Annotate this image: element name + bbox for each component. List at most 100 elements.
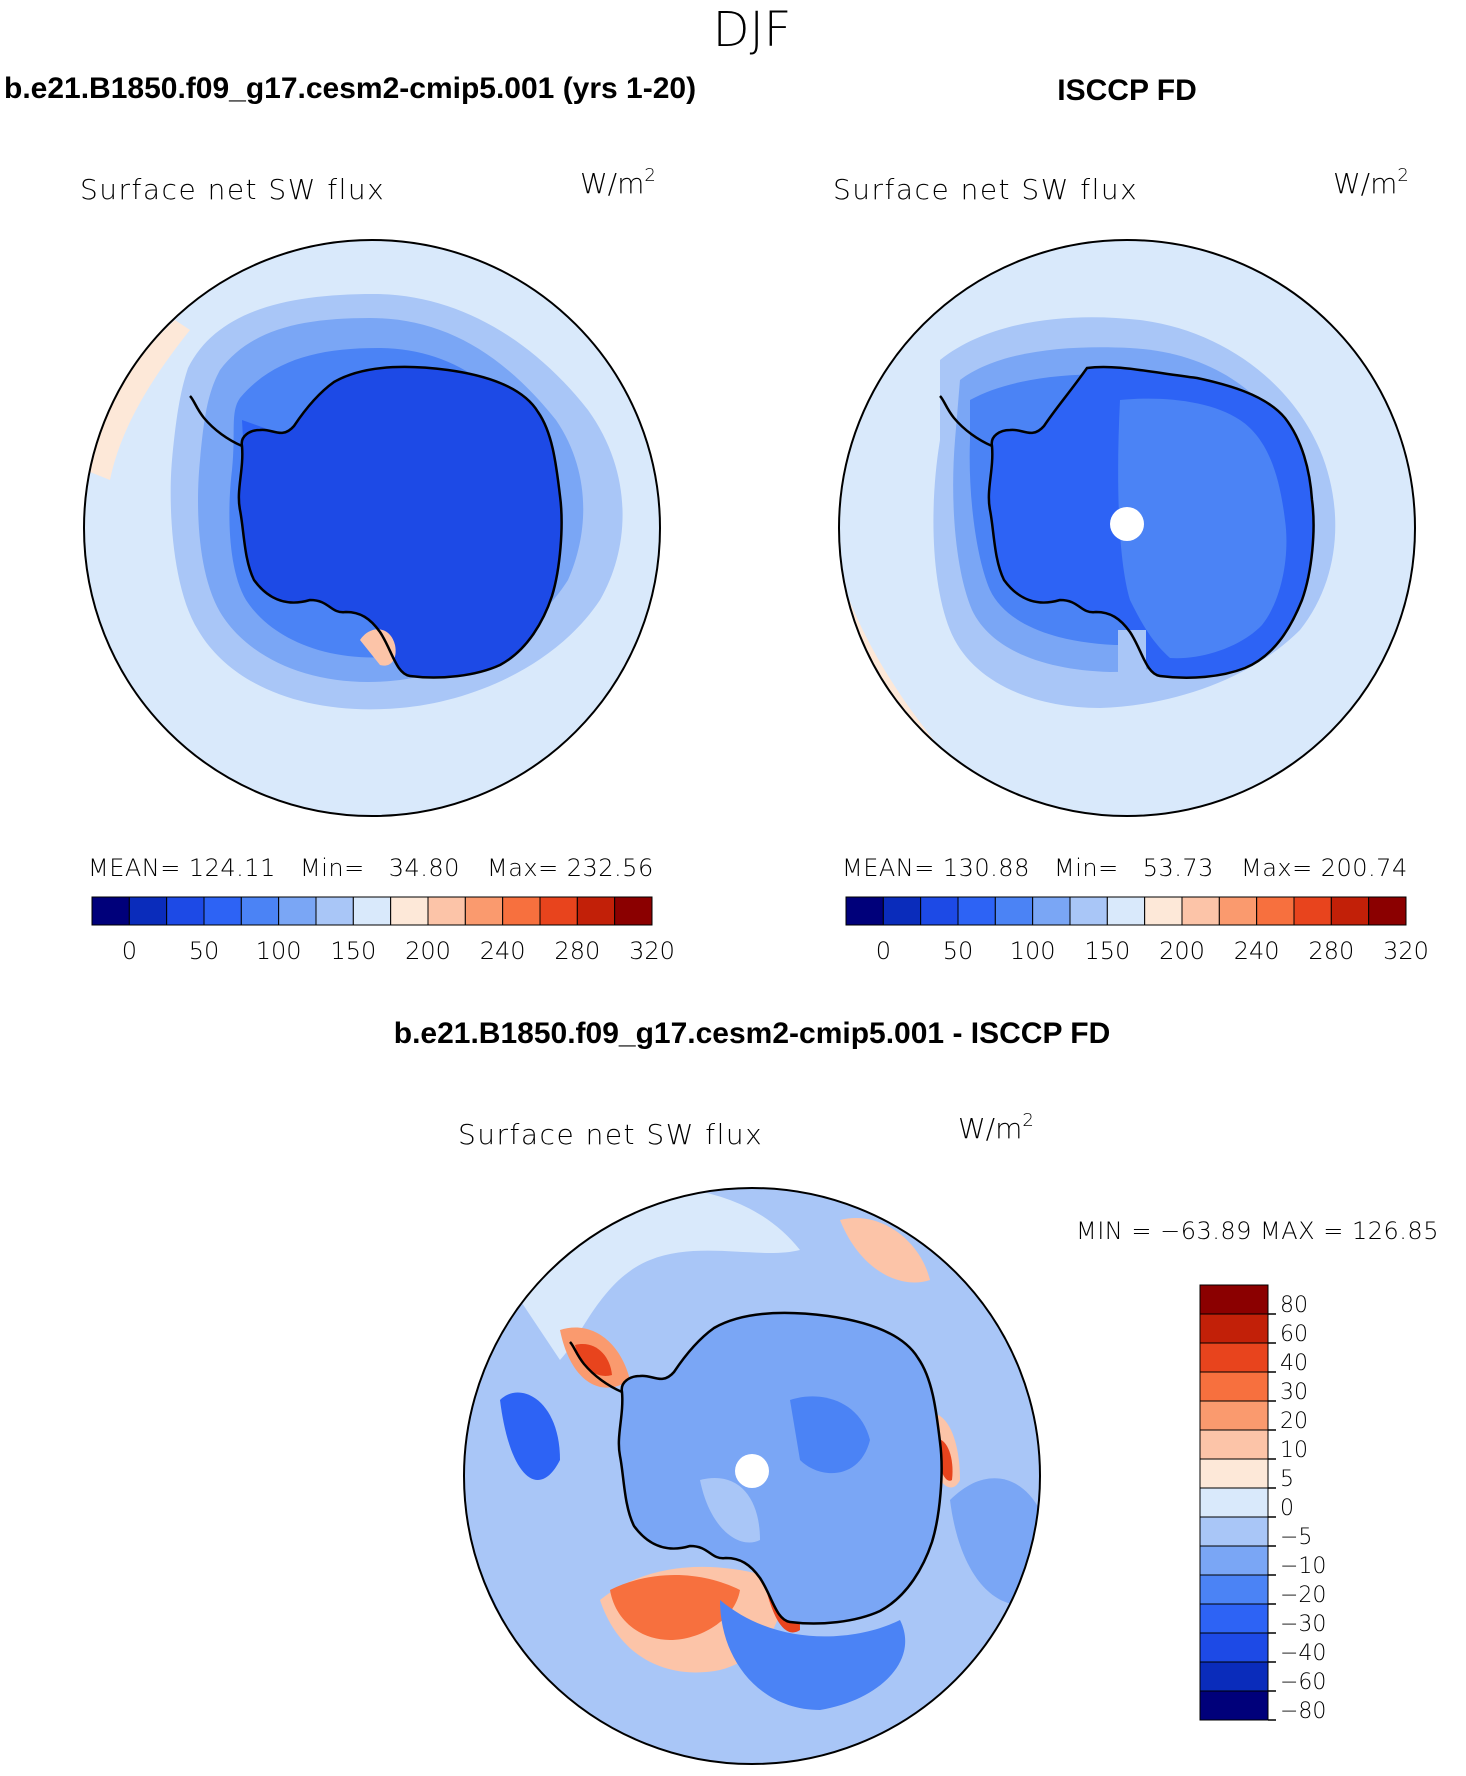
panel-obs-colorbar-ticks: 0 50 100 150 200 240 280 320: [876, 937, 1429, 965]
panel-obs-colorbar-swatch: [920, 896, 959, 926]
panel-obs-colorbar-swatch: [1032, 896, 1071, 926]
panel-model-heading: b.e21.B1850.f09_g17.cesm2-cmip5.001 (yrs…: [4, 72, 696, 105]
panel-obs-min-label: Min=: [1054, 854, 1119, 882]
panel-diff-colorbar-tick-label: 80: [1280, 1293, 1308, 1318]
panel-obs-colorbar: [845, 896, 1407, 926]
panel-obs-pole-hole: [1110, 507, 1144, 541]
panel-obs-colorbar-swatch: [1106, 896, 1146, 926]
svg-text:MEAN=124.11: MEAN= 124.11: [88, 854, 276, 882]
panel-diff-colorbar-swatch: [1199, 1690, 1269, 1721]
panel-diff-colorbar-swatch: [1199, 1603, 1269, 1634]
panel-obs-heading: ISCCP FD: [1057, 74, 1196, 107]
panel-diff-colorbar-tick-label: −40: [1280, 1641, 1326, 1666]
panel-model-colorbar-swatch: [128, 896, 168, 926]
panel-diff-colorbar-swatch: [1199, 1429, 1269, 1460]
panel-obs-stats: MEAN= 130.88 Min= 53.73 Max= 200.74: [842, 854, 1408, 882]
svg-text:Max=200.74: Max= 200.74: [1241, 854, 1408, 882]
panel-model-colorbar-swatch: [464, 896, 504, 926]
panel-diff-colorbar-tick-label: −30: [1280, 1612, 1326, 1637]
panel-diff-colorbar-tick-label: 40: [1280, 1351, 1308, 1376]
panel-diff-colorbar-swatch: [1199, 1371, 1269, 1402]
panel-model-colorbar-swatch: [166, 896, 205, 926]
panel-model-colorbar-swatch: [614, 896, 653, 926]
panel-model-colorbar-swatch: [427, 896, 466, 926]
panel-model-colorbar-swatch: [539, 896, 578, 926]
panel-model-colorbar-swatch: [91, 896, 130, 926]
panel-diff-colorbar-swatch: [1199, 1545, 1269, 1576]
panel-model-min: 34.80: [389, 854, 460, 882]
figure-title: DJF: [713, 2, 792, 58]
panel-obs-mean: 130.88: [943, 854, 1030, 882]
panel-obs-colorbar-swatch: [994, 896, 1034, 926]
panel-obs-colorbar-swatch: [882, 896, 922, 926]
panel-obs-variable: Surface net SW flux: [833, 173, 1138, 206]
panel-model-units: W/m2: [580, 165, 656, 200]
svg-text:Max=232.56: Max= 232.56: [487, 854, 654, 882]
panel-obs-colorbar-swatch: [1256, 896, 1295, 926]
panel-obs-max: 200.74: [1321, 854, 1408, 882]
panel-diff-colorbar-swatch: [1199, 1632, 1269, 1663]
panel-obs-colorbar-tick-label: 280: [1308, 937, 1354, 965]
panel-obs-colorbar-tick-label: 150: [1084, 937, 1130, 965]
panel-diff-units: W/m2: [958, 1110, 1034, 1145]
panel-model-colorbar-swatch: [240, 896, 280, 926]
panel-obs-colorbar-tick-label: 100: [1010, 937, 1056, 965]
panel-model-stats: MEAN= 124.11 Min= 34.80 Max= 232.56: [88, 854, 654, 882]
panel-diff-variable: Surface net SW flux: [458, 1118, 763, 1151]
panel-diff-colorbar-swatch: [1199, 1284, 1269, 1315]
panel-obs-min: 53.73: [1143, 854, 1214, 882]
panel-model-colorbar-tick-label: 320: [629, 937, 675, 965]
panel-diff-colorbar-tick-label: −80: [1280, 1699, 1326, 1724]
panel-diff-colorbar-tick-label: 10: [1280, 1438, 1308, 1463]
panel-obs: ISCCP FD Surface net SW flux W/m2 MEAN= 1…: [833, 74, 1429, 965]
panel-model-colorbar-tick-label: 100: [256, 937, 302, 965]
panel-obs-colorbar-tick-label: 240: [1234, 937, 1280, 965]
panel-diff-colorbar-swatch: [1199, 1400, 1269, 1431]
panel-obs-colorbar-swatch: [1330, 896, 1370, 926]
panel-diff-colorbar-swatch: [1199, 1342, 1269, 1373]
panel-obs-colorbar-swatch: [1181, 896, 1220, 926]
panel-obs-colorbar-swatch: [845, 896, 884, 926]
panel-diff-colorbar-tick-label: 5: [1280, 1467, 1294, 1492]
panel-obs-colorbar-swatch: [1218, 896, 1258, 926]
panel-diff-colorbar-swatch: [1199, 1313, 1269, 1344]
panel-obs-colorbar-swatch: [1368, 896, 1407, 926]
panel-model-colorbar-swatch: [390, 896, 429, 926]
panel-diff-colorbar-tick-label: −10: [1280, 1554, 1326, 1579]
panel-model-min-label: Min=: [300, 854, 365, 882]
panel-obs-colorbar-tick-label: 320: [1383, 937, 1429, 965]
panel-obs-colorbar-tick-label: 0: [876, 937, 891, 965]
panel-obs-colorbar-swatch: [1069, 896, 1108, 926]
panel-diff-coastline: [617, 1311, 943, 1625]
panel-obs-mean-label: MEAN=: [842, 854, 935, 882]
panel-diff-colorbar-tick-label: 30: [1280, 1380, 1308, 1405]
panel-diff-colorbar-tick-label: 0: [1280, 1496, 1294, 1521]
panel-model-mean-label: MEAN=: [88, 854, 181, 882]
panel-diff-colorbar-swatch: [1199, 1458, 1269, 1489]
panel-model-mean: 124.11: [189, 854, 276, 882]
svg-text:Min=53.73: Min= 53.73: [1054, 854, 1214, 882]
panel-model-colorbar-tick-label: 280: [554, 937, 600, 965]
panel-obs-units: W/m2: [1333, 165, 1409, 200]
panel-model-coastline: [237, 365, 563, 679]
panel-diff-colorbar-tick-label: −5: [1280, 1525, 1312, 1550]
panel-obs-colorbar-swatch: [957, 896, 996, 926]
panel-diff-heading: b.e21.B1850.f09_g17.cesm2-cmip5.001 - IS…: [394, 1017, 1110, 1050]
panel-obs-colorbar-tick-label: 200: [1159, 937, 1205, 965]
panel-model-colorbar-ticks: 0 50 100 150 200 240 280 320: [122, 937, 675, 965]
panel-diff-colorbar-swatch: [1199, 1574, 1269, 1605]
panel-model-variable: Surface net SW flux: [80, 173, 385, 206]
svg-text:Min=34.80: Min= 34.80: [300, 854, 460, 882]
panel-diff-colorbar-swatch: [1199, 1661, 1269, 1692]
panel-diff-colorbar-swatch: [1199, 1516, 1269, 1547]
panel-model-colorbar-tick-label: 0: [122, 937, 137, 965]
panel-model-max: 232.56: [567, 854, 654, 882]
panel-diff-pole-hole: [735, 1454, 769, 1488]
panel-obs-colorbar-swatch: [1144, 896, 1183, 926]
panel-model-colorbar-swatch: [278, 896, 317, 926]
panel-diff-colorbar-swatch: [1199, 1487, 1269, 1518]
panel-obs-colorbar-tick-label: 50: [943, 937, 974, 965]
panel-model-colorbar-tick-label: 150: [330, 937, 376, 965]
panel-model-colorbar: [91, 896, 653, 926]
